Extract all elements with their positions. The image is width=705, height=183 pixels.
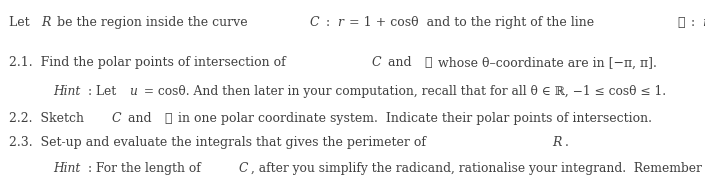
Text: .: . [565, 136, 568, 149]
Text: C: C [372, 56, 381, 69]
Text: C: C [238, 162, 248, 175]
Text: : For the length of: : For the length of [88, 162, 204, 175]
Text: and: and [123, 112, 155, 125]
Text: u: u [130, 85, 137, 98]
Text: Hint: Hint [53, 162, 80, 175]
Text: be the region inside the curve: be the region inside the curve [53, 16, 252, 29]
Text: 2.1.  Find the polar points of intersection of: 2.1. Find the polar points of intersecti… [9, 56, 290, 69]
Text: r: r [338, 16, 343, 29]
Text: :: : [687, 16, 699, 29]
Text: R: R [41, 16, 50, 29]
Text: whose θ–coordinate are in [−π, π].: whose θ–coordinate are in [−π, π]. [434, 56, 657, 69]
Text: Let: Let [9, 16, 34, 29]
Text: :: : [321, 16, 334, 29]
Text: C: C [309, 16, 319, 29]
Text: ℓ: ℓ [424, 56, 432, 69]
Text: = cosθ. And then later in your computation, recall that for all θ ∈ ℝ, −1 ≤ cosθ: = cosθ. And then later in your computati… [140, 85, 666, 98]
Text: 2.3.  Set-up and evaluate the integrals that gives the perimeter of: 2.3. Set-up and evaluate the integrals t… [9, 136, 430, 149]
Text: C: C [111, 112, 121, 125]
Text: Hint: Hint [53, 85, 80, 98]
Text: , after you simplify the radicand, rationalise your integrand.  Remember that: , after you simplify the radicand, ratio… [250, 162, 705, 175]
Text: 2.2.  Sketch: 2.2. Sketch [9, 112, 88, 125]
Text: r: r [702, 16, 705, 29]
Text: ℓ: ℓ [164, 112, 172, 125]
Text: R: R [553, 136, 562, 149]
Text: : Let: : Let [88, 85, 120, 98]
Text: ℓ: ℓ [677, 16, 685, 29]
Text: and: and [384, 56, 415, 69]
Text: = 1 + cosθ  and to the right of the line: = 1 + cosθ and to the right of the line [345, 16, 602, 29]
Text: in one polar coordinate system.  Indicate their polar points of intersection.: in one polar coordinate system. Indicate… [174, 112, 652, 125]
